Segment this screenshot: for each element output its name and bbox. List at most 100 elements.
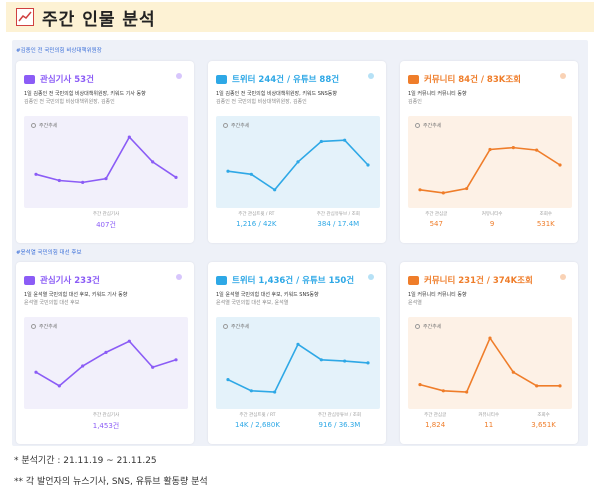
card-stats: 주간 관심기사 407건 (24, 211, 188, 230)
card-kim-news: 관심기사 53건 1일 김종인 전 국민의힘 비상대책위원장, 키워드 기사 동… (16, 61, 194, 243)
stat-item: 주간 관심유튜브 / 조회 916 / 36.3M (318, 412, 361, 429)
legend-circle-icon (223, 324, 228, 329)
trend-line (35, 135, 177, 184)
trend-chart: 주간추세 (408, 116, 572, 208)
card-keywords: 김종인 전 국민의힘 비상대책위원장, 김종인 (216, 99, 307, 105)
trend-point (273, 188, 277, 192)
status-dot (560, 274, 566, 280)
card-header: 트위터 244건 / 유튜브 88건 (216, 73, 339, 85)
card-yoon-community: 커뮤니티 231건 / 374K조회 1일 커뮤니티 커뮤니티 동향 윤석열 주… (400, 262, 578, 444)
trend-point (249, 389, 253, 393)
legend-circle-icon (415, 324, 420, 329)
trend-point (151, 365, 155, 369)
trend-line-svg (34, 339, 178, 388)
trend-point (57, 384, 61, 388)
status-dot (368, 274, 374, 280)
trend-point (174, 175, 178, 179)
legend-label: 주간추세 (231, 123, 250, 129)
stat-label: 주간 관심글 (425, 212, 448, 217)
section-label-kim: #김종인 전 국민의힘 비상대책위원장 (16, 48, 102, 54)
trend-point (249, 172, 253, 176)
trend-point (488, 336, 492, 340)
trend-line (419, 146, 561, 194)
trend-line (227, 343, 369, 393)
section-label-yoon: #윤석열 국민의힘 대선 후보 (16, 250, 82, 256)
chart-legend: 주간추세 (31, 323, 57, 330)
trend-point (441, 389, 445, 393)
stat-label: 주간 관심글 (424, 413, 447, 418)
card-title: 트위터 1,436건 / 유튜브 150건 (232, 276, 355, 286)
stat-label: 조회수 (537, 413, 550, 418)
trend-point (34, 370, 38, 374)
stat-label: 주간 관심유튜브 / 조회 (316, 212, 360, 217)
trend-line-svg (418, 146, 562, 195)
trend-point (81, 364, 85, 368)
stat-item: 커뮤니티수 9 (482, 211, 503, 228)
stat-value: 14K / 2,680K (234, 421, 280, 429)
card-keywords: 윤석열 국민의힘 대선 후보, 윤석열 (216, 300, 289, 306)
trend-point (465, 186, 469, 191)
card-kim-community: 커뮤니티 84건 / 83K조회 1일 커뮤니티 커뮤니티 동향 김종인 주간추… (400, 61, 578, 243)
trend-point (418, 383, 422, 387)
trend-point (81, 180, 85, 184)
chart-legend: 주간추세 (31, 122, 57, 129)
trend-point (296, 342, 300, 346)
twitter-icon (216, 74, 227, 84)
trend-point (558, 163, 562, 167)
status-dot (368, 73, 374, 79)
community-icon (408, 74, 419, 84)
stat-item: 조회수 531K (537, 211, 555, 228)
legend-label: 주간추세 (39, 123, 58, 129)
chart-legend: 주간추세 (415, 323, 441, 330)
stat-label: 주간 관심유튜브 / 조회 (317, 413, 361, 418)
card-header: 커뮤니티 84건 / 83K조회 (408, 73, 521, 85)
card-subtitle: 1일 윤석열 국민의힘 대선 후보, 키워드 SNS동향 (216, 292, 319, 298)
trend-point (57, 178, 61, 183)
card-subtitle: 1일 커뮤니티 커뮤니티 동향 (408, 91, 467, 97)
legend-circle-icon (415, 123, 420, 128)
card-subtitle: 1일 김종인 전 국민의힘 비상대책위원장, 키워드 SNS동향 (216, 91, 337, 97)
stat-item: 주간 관심트윗 / RT 14K / 2,680K (235, 412, 280, 429)
chart-legend: 주간추세 (223, 122, 249, 129)
stat-item: 주간 관심기사 1,453건 (93, 412, 119, 431)
trend-point (319, 358, 323, 362)
trend-point (104, 177, 108, 181)
stat-value: 531K (536, 220, 555, 228)
trend-point (319, 139, 323, 144)
stat-label: 주간 관심기사 (92, 413, 120, 418)
chart-trend-icon (16, 8, 34, 26)
trend-point (366, 163, 370, 167)
trend-point (558, 384, 562, 388)
trend-line (35, 340, 177, 387)
legend-label: 주간추세 (423, 123, 442, 129)
stat-value: 3,651K (531, 421, 556, 429)
card-subtitle: 1일 윤석열 국민의힘 대선 후보, 키워드 기사 동향 (24, 292, 128, 298)
trend-chart: 주간추세 (408, 317, 572, 409)
twitter-icon (216, 275, 227, 285)
stat-item: 주간 관심글 547 (425, 211, 447, 228)
card-title: 관심기사 233건 (40, 276, 100, 286)
page-title: 주간 인물 분석 (42, 9, 156, 30)
trend-line-svg (418, 336, 562, 394)
card-title: 커뮤니티 231건 / 374K조회 (424, 276, 533, 286)
page-header: 주간 인물 분석 (6, 2, 594, 32)
stat-value: 1,453건 (92, 422, 120, 430)
stat-value: 1,216 / 42K (236, 220, 277, 228)
trend-point (174, 358, 178, 362)
trend-point (151, 160, 155, 164)
legend-label: 주간추세 (231, 324, 250, 330)
legend-label: 주간추세 (423, 324, 442, 330)
stat-label: 주간 관심기사 (92, 212, 120, 217)
trend-point (343, 138, 347, 142)
stat-item: 주간 관심기사 407건 (93, 211, 119, 230)
card-yoon-sns: 트위터 1,436건 / 유튜브 150건 1일 윤석열 국민의힘 대선 후보,… (208, 262, 386, 444)
stat-label: 주간 관심트윗 / RT (238, 212, 275, 217)
trend-point (34, 172, 38, 176)
stat-item: 주간 관심글 1,824 (424, 412, 446, 429)
stat-item: 주간 관심트윗 / RT 1,216 / 42K (236, 211, 276, 228)
status-dot (560, 73, 566, 79)
trend-point (535, 384, 539, 388)
card-stats: 주간 관심트윗 / RT 1,216 / 42K 주간 관심유튜브 / 조회 3… (216, 211, 380, 228)
trend-chart: 주간추세 (216, 317, 380, 409)
stat-value: 9 (489, 220, 495, 228)
